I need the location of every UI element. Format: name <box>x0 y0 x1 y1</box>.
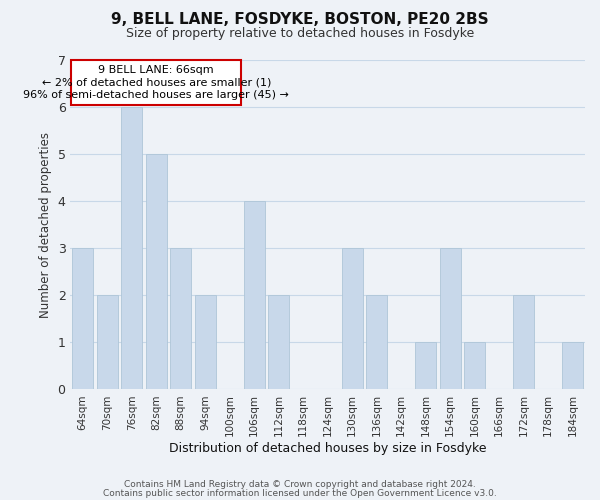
Bar <box>170 248 191 390</box>
Bar <box>146 154 167 390</box>
Bar <box>440 248 461 390</box>
Bar <box>72 248 93 390</box>
Y-axis label: Number of detached properties: Number of detached properties <box>39 132 52 318</box>
Text: 96% of semi-detached houses are larger (45) →: 96% of semi-detached houses are larger (… <box>23 90 289 100</box>
Bar <box>367 296 387 390</box>
Bar <box>464 342 485 390</box>
X-axis label: Distribution of detached houses by size in Fosdyke: Distribution of detached houses by size … <box>169 442 487 455</box>
Text: Contains public sector information licensed under the Open Government Licence v3: Contains public sector information licen… <box>103 488 497 498</box>
Bar <box>244 201 265 390</box>
Bar <box>268 296 289 390</box>
FancyBboxPatch shape <box>71 60 241 104</box>
Text: ← 2% of detached houses are smaller (1): ← 2% of detached houses are smaller (1) <box>41 78 271 88</box>
Bar <box>195 296 215 390</box>
Bar <box>562 342 583 390</box>
Text: Contains HM Land Registry data © Crown copyright and database right 2024.: Contains HM Land Registry data © Crown c… <box>124 480 476 489</box>
Bar <box>415 342 436 390</box>
Bar <box>121 107 142 390</box>
Text: Size of property relative to detached houses in Fosdyke: Size of property relative to detached ho… <box>126 28 474 40</box>
Bar <box>342 248 362 390</box>
Text: 9 BELL LANE: 66sqm: 9 BELL LANE: 66sqm <box>98 65 214 75</box>
Text: 9, BELL LANE, FOSDYKE, BOSTON, PE20 2BS: 9, BELL LANE, FOSDYKE, BOSTON, PE20 2BS <box>111 12 489 28</box>
Bar <box>514 296 534 390</box>
Bar <box>97 296 118 390</box>
